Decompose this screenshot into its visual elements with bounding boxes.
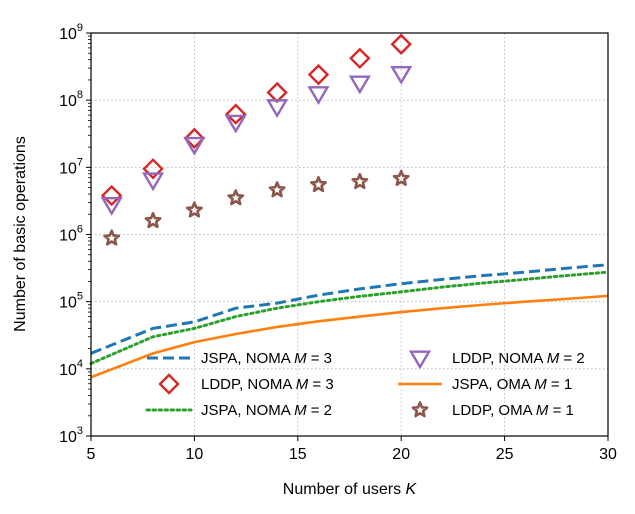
ticks: 5 10 15 20 25 30 103 104 105 106 107 108 109 (59, 22, 617, 463)
series-lddp_oma1 (103, 169, 410, 246)
series-jspa_oma1 (90, 294, 609, 379)
data-point (224, 114, 247, 134)
legend-marker (158, 373, 180, 395)
data-point (100, 184, 123, 207)
legend-marker (411, 401, 429, 418)
series-jspa_noma2 (89, 270, 610, 366)
data-point (390, 33, 412, 55)
legend-label: LDDP, OMA M = 1 (452, 402, 574, 419)
x-tick-label: 10 (186, 446, 204, 463)
series-line (90, 263, 609, 355)
data-point (351, 172, 369, 190)
legend-item-lddp_noma2: LDDP, NOMA M = 2 (408, 350, 585, 370)
legend-label: JSPA, NOMA M = 3 (201, 350, 332, 367)
data-point (225, 103, 247, 125)
data-point (100, 196, 123, 216)
y-tick-label: 107 (59, 156, 83, 177)
series-line (89, 270, 610, 366)
legend-item-jspa_noma3: JSPA, NOMA M = 3 (147, 350, 332, 367)
y-tick-label: 106 (59, 224, 83, 245)
legend-item-jspa_oma1: JSPA, OMA M = 1 (398, 376, 572, 393)
data-point (392, 169, 410, 186)
y-tick-label: 104 (59, 358, 83, 379)
plot-background (91, 33, 608, 436)
x-tick-label: 20 (392, 446, 410, 463)
data-point (227, 189, 245, 206)
data-point (307, 86, 330, 106)
x-axis-label: Number of users K (283, 481, 418, 498)
data-point (141, 172, 165, 192)
y-tick-label: 105 (59, 291, 83, 312)
y-axis-label: Number of basic operations (12, 136, 29, 332)
legend-label: LDDP, NOMA M = 3 (201, 376, 334, 393)
data-point (268, 181, 286, 198)
y-tick-label: 103 (59, 425, 83, 446)
data-point (142, 158, 164, 180)
series-jspa_noma3 (90, 263, 609, 355)
y-tick-label: 109 (59, 22, 83, 43)
series-lddp_noma2 (100, 65, 413, 216)
x-tick-label: 30 (599, 446, 617, 463)
x-axis-label-var: K (406, 481, 418, 498)
legend-item-jspa_noma2: JSPA, NOMA M = 2 (145, 402, 332, 419)
data-point (144, 211, 162, 229)
data-point (348, 75, 371, 95)
legend-item-lddp_noma3: LDDP, NOMA M = 3 (158, 373, 334, 395)
series-line (90, 294, 609, 379)
data-point (185, 201, 203, 218)
x-tick-label: 5 (87, 446, 96, 463)
x-tick-label: 25 (496, 446, 514, 463)
data-point (307, 63, 330, 86)
data-point (310, 175, 327, 193)
legend-label: JSPA, NOMA M = 2 (201, 402, 332, 419)
legend-marker (408, 350, 432, 370)
data-point (183, 127, 206, 150)
x-tick-label: 15 (289, 446, 307, 463)
legend-label: JSPA, OMA M = 1 (452, 376, 572, 393)
data-point (390, 65, 413, 85)
series-layer (89, 33, 610, 379)
data-point (349, 47, 371, 70)
x-axis-label-text: Number of users (283, 481, 401, 498)
y-tick-label: 108 (59, 89, 83, 110)
legend-label: LDDP, NOMA M = 2 (452, 350, 585, 367)
data-point (183, 136, 206, 156)
data-point (266, 99, 289, 119)
legend: JSPA, NOMA M = 3 LDDP, NOMA M = 2 LDDP, NO… (145, 350, 585, 419)
data-point (103, 229, 121, 246)
legend-item-lddp_oma1: LDDP, OMA M = 1 (411, 401, 574, 419)
